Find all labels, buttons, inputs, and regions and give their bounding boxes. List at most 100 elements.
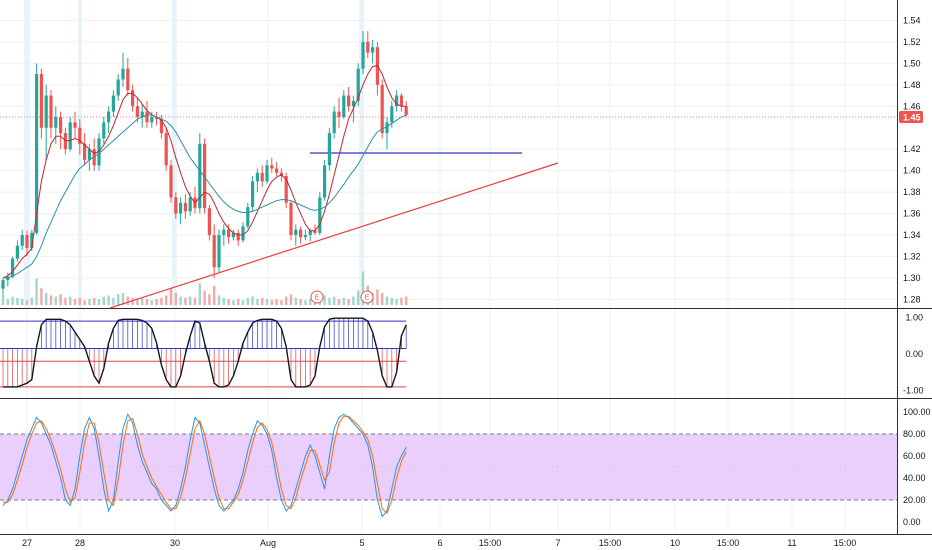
time-tick-label: 30 (170, 538, 180, 548)
volume-bar (160, 298, 162, 305)
earnings-marker[interactable]: E (311, 291, 323, 303)
volume-bar (285, 297, 287, 305)
candle-body (318, 197, 321, 232)
volume-bar (59, 294, 61, 305)
volume-bar (112, 298, 114, 305)
candle-body (174, 197, 177, 213)
candle-body (21, 235, 24, 246)
volume-bar (218, 295, 220, 305)
candle-body (227, 230, 230, 238)
candle-body (16, 246, 19, 259)
earnings-badge-label: E (315, 295, 320, 302)
price-tick-label: 1.50 (903, 58, 921, 68)
candle-body (261, 173, 264, 182)
volume-bar (309, 299, 311, 305)
candle-body (126, 69, 129, 90)
volume-bar (189, 297, 191, 305)
candle-body (361, 42, 364, 69)
price-tick-label: 1.42 (903, 144, 921, 154)
candle-body (131, 90, 134, 106)
volume-bar (184, 298, 186, 305)
volume-bar (165, 295, 167, 305)
price-tick-label: 1.40 (903, 166, 921, 176)
volume-bar (107, 295, 109, 305)
candle-body (309, 231, 312, 235)
candle-body (342, 96, 345, 117)
volume-bar (175, 293, 177, 305)
price-tick-label: 1.36 (903, 209, 921, 219)
volume-bar (50, 295, 52, 305)
candle-body (390, 106, 393, 122)
candle-body (179, 203, 182, 214)
volume-bar (146, 299, 148, 305)
volume-bar (11, 297, 13, 305)
candle-body (299, 230, 302, 238)
candle-body (136, 106, 139, 117)
price-tick-label: 1.34 (903, 230, 921, 240)
time-tick-label: 15:00 (717, 538, 740, 548)
price-tick-label: 1.48 (903, 80, 921, 90)
stochastic-tick-label: 20.00 (903, 495, 926, 505)
volume-bar (31, 298, 33, 305)
candle-body (400, 96, 403, 107)
oscillator-line (3, 318, 406, 387)
volume-bar (299, 299, 301, 305)
volume-bar (232, 300, 234, 305)
time-tick-label: 15:00 (599, 538, 622, 548)
volume-bar (151, 300, 153, 305)
earnings-marker[interactable]: E (361, 291, 373, 303)
candle-body (347, 96, 350, 107)
volume-bar (21, 299, 23, 305)
candle-body (304, 235, 307, 237)
volume-bar (256, 299, 258, 305)
candlesticks[interactable] (1, 31, 407, 294)
volume-bar (275, 299, 277, 305)
volume-bar (271, 300, 273, 305)
time-tick-label: 7 (555, 538, 560, 548)
volume-bar (266, 299, 268, 305)
candle-body (40, 74, 43, 128)
volume-bar (64, 298, 66, 305)
volume-bar (386, 297, 388, 305)
session-highlight (24, 0, 30, 308)
volume-bar (40, 288, 42, 305)
candle-body (246, 207, 249, 226)
volume-bar (376, 289, 378, 305)
time-tick-label: 10 (670, 538, 680, 548)
time-tick-label: 5 (359, 538, 364, 548)
volume-bar (290, 294, 292, 305)
candle-body (265, 165, 268, 181)
time-tick-label: Aug (260, 538, 276, 548)
volume-bar (352, 297, 354, 305)
candle-body (107, 112, 110, 123)
volume-bar (333, 297, 335, 305)
candle-body (289, 203, 292, 235)
time-tick-label: 15:00 (834, 538, 857, 548)
volume-bar (2, 294, 4, 305)
volume-bar (295, 298, 297, 305)
candle-body (256, 173, 259, 182)
oscillator-pane (0, 318, 406, 387)
volume-bar (400, 298, 402, 305)
volume-bar (103, 297, 105, 305)
oscillator-tick-label: -1.00 (903, 386, 924, 396)
volume-bar (280, 300, 282, 305)
candle-body (217, 235, 220, 267)
volume-bar (223, 298, 225, 305)
volume-bar (79, 298, 81, 305)
candle-body (366, 42, 369, 53)
volume-bars (2, 271, 408, 305)
stochastic-tick-label: 60.00 (903, 451, 926, 461)
volume-bar (117, 294, 119, 305)
volume-bar (405, 297, 407, 305)
candle-body (371, 47, 374, 52)
volume-bar (381, 293, 383, 305)
volume-bar (55, 297, 57, 305)
candle-body (121, 69, 124, 80)
volume-bar (35, 279, 37, 305)
stochastic-tick-label: 80.00 (903, 429, 926, 439)
volume-bar (357, 291, 359, 305)
